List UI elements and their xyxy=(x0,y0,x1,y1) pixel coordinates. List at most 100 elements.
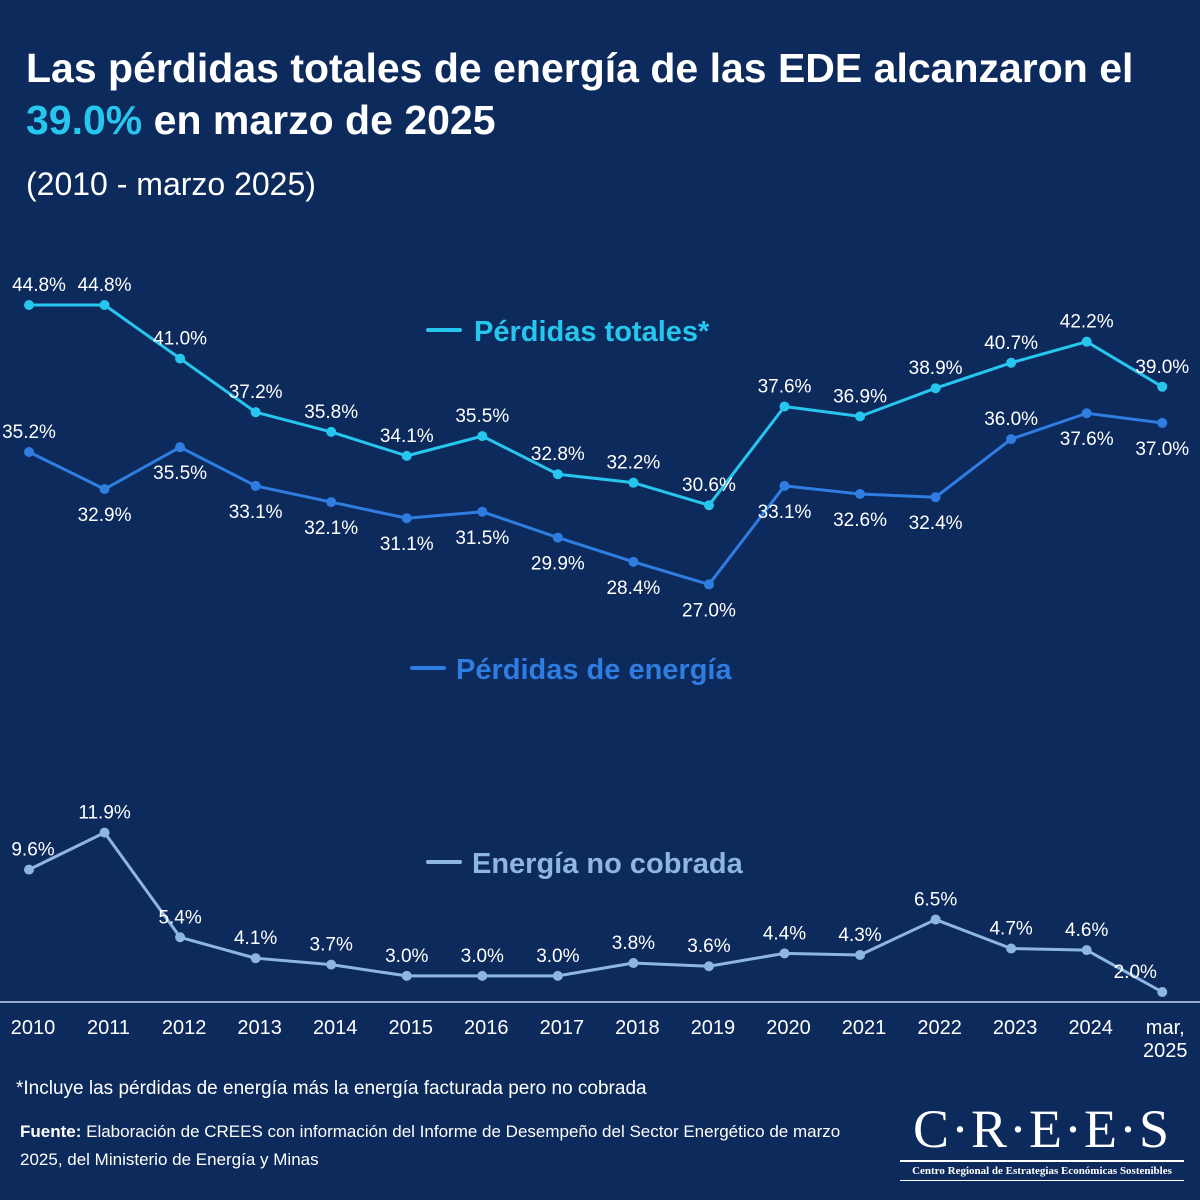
perdidas-energia-value-label: 33.1% xyxy=(229,502,283,523)
perdidas-totales-point xyxy=(24,300,34,310)
energia-no-cobrada-point xyxy=(1157,987,1168,997)
x-tick-label: 2012 xyxy=(162,1017,207,1039)
perdidas-energia-value-label: 32.9% xyxy=(78,505,132,526)
perdidas-energia-value-label: 32.1% xyxy=(304,518,358,539)
perdidas-energia-point xyxy=(628,556,639,567)
perdidas-energia-point xyxy=(1157,417,1168,428)
energia-no-cobrada-point xyxy=(477,970,488,981)
logo-wordmark: C·R·E·E·S xyxy=(913,1099,1171,1159)
perdidas-totales-value-label: 41.0% xyxy=(153,329,207,350)
perdidas-energia-point xyxy=(930,492,941,503)
perdidas-energia-value-label: 37.6% xyxy=(1060,429,1114,450)
perdidas-energia-point xyxy=(1006,434,1017,445)
perdidas-totales-legend-label: Pérdidas totales* xyxy=(474,316,710,348)
energia-no-cobrada-value-label: 3.0% xyxy=(536,946,579,967)
perdidas-totales-value-label: 38.9% xyxy=(909,358,963,379)
perdidas-energia-point xyxy=(250,480,261,491)
x-tick-label: 2019 xyxy=(691,1017,736,1039)
energia-no-cobrada-value-label: 11.9% xyxy=(78,803,131,824)
perdidas-totales-value-label: 36.9% xyxy=(833,386,887,407)
energia-no-cobrada-point xyxy=(1006,943,1017,954)
perdidas-totales-point xyxy=(99,300,110,310)
energia-no-cobrada-value-label: 4.4% xyxy=(763,923,806,944)
x-tick-label: 2023 xyxy=(993,1017,1038,1039)
perdidas-totales-point xyxy=(930,383,941,394)
energia-no-cobrada-value-label: 6.5% xyxy=(914,890,957,911)
perdidas-energia-point xyxy=(401,513,412,524)
energia-no-cobrada-value-label: 4.7% xyxy=(989,919,1032,940)
perdidas-totales-value-label: 40.7% xyxy=(984,333,1038,354)
x-tick-label: 2010 xyxy=(11,1017,56,1039)
x-tick-label: 2013 xyxy=(237,1017,282,1039)
perdidas-energia-line xyxy=(28,411,1163,586)
perdidas-totales-point xyxy=(855,411,866,422)
energia-no-cobrada-value-label: 4.1% xyxy=(234,928,277,949)
x-tick-label: 2016 xyxy=(464,1017,509,1039)
title-text-end: en marzo de 2025 xyxy=(142,97,496,143)
logo-divider xyxy=(900,1160,1184,1162)
perdidas-energia-value-label: 35.5% xyxy=(153,463,207,484)
perdidas-energia-value-label: 32.4% xyxy=(909,513,963,534)
perdidas-energia-value-label: 28.4% xyxy=(606,578,660,599)
energia-no-cobrada-value-label: 3.0% xyxy=(461,946,504,967)
perdidas-totales-point xyxy=(401,450,412,461)
x-tick-label: 2025 xyxy=(1143,1040,1188,1062)
energia-no-cobrada-value-label: 4.6% xyxy=(1065,920,1108,941)
energia-no-cobrada-point xyxy=(401,970,412,981)
perdidas-energia-point xyxy=(703,579,714,590)
perdidas-totales-value-label: 32.8% xyxy=(531,444,585,465)
perdidas-energia-point xyxy=(1081,408,1092,419)
perdidas-energia-value-label: 27.0% xyxy=(682,600,736,621)
perdidas-energia-value-label: 33.1% xyxy=(758,502,812,523)
perdidas-totales-point xyxy=(326,426,337,437)
perdidas-totales-line xyxy=(29,303,1164,507)
logo-divider-bottom xyxy=(900,1180,1184,1181)
perdidas-energia-point xyxy=(552,532,563,543)
x-tick-label: 2017 xyxy=(540,1017,585,1039)
perdidas-totales-point xyxy=(703,500,714,511)
energia-no-cobrada-line xyxy=(28,831,1163,994)
energia-no-cobrada-point xyxy=(326,959,337,970)
perdidas-totales-value-label: 37.6% xyxy=(758,377,812,398)
title-highlight: 39.0% xyxy=(26,97,143,143)
energia-no-cobrada-value-label: 2.0% xyxy=(1114,962,1157,983)
chart-title: Las pérdidas totales de energía de las E… xyxy=(26,42,1186,146)
perdidas-totales-value-label: 42.2% xyxy=(1060,312,1114,333)
perdidas-totales-value-label: 30.6% xyxy=(682,475,736,496)
perdidas-energia-point xyxy=(855,488,866,499)
crees-logo: C·R·E·E·S Centro Regional de Estrategias… xyxy=(900,1098,1184,1184)
perdidas-totales-point xyxy=(1081,336,1092,347)
perdidas-totales-point xyxy=(552,469,563,480)
energia-no-cobrada-value-label: 9.6% xyxy=(11,840,54,861)
energia-no-cobrada-value-label: 3.7% xyxy=(310,935,353,956)
x-tick-label: 2021 xyxy=(842,1017,887,1039)
perdidas-totales-value-label: 39.0% xyxy=(1135,357,1189,378)
energia-no-cobrada-point xyxy=(250,953,261,964)
perdidas-totales-value-label: 35.5% xyxy=(455,406,509,427)
footnote: *Incluye las pérdidas de energía más la … xyxy=(16,1078,647,1099)
energia-no-cobrada-legend-label: Energía no cobrada xyxy=(472,848,744,880)
perdidas-totales-point xyxy=(628,477,639,488)
energia-no-cobrada-value-label: 5.4% xyxy=(158,907,201,928)
perdidas-energia-point xyxy=(779,480,790,491)
perdidas-energia-value-label: 29.9% xyxy=(531,554,585,575)
energia-no-cobrada-value-label: 3.0% xyxy=(385,946,428,967)
perdidas-energia-value-label: 35.2% xyxy=(2,422,56,443)
perdidas-energia-value-label: 31.1% xyxy=(380,534,434,555)
energia-no-cobrada-point xyxy=(1081,945,1092,956)
energia-no-cobrada-point xyxy=(552,970,563,981)
energia-no-cobrada-value-label: 3.6% xyxy=(687,936,730,957)
x-tick-label: mar, xyxy=(1146,1017,1185,1039)
x-tick-label: 2011 xyxy=(87,1017,130,1039)
perdidas-totales-point xyxy=(1006,357,1017,368)
energia-no-cobrada-point xyxy=(703,961,714,972)
x-tick-label: 2014 xyxy=(313,1017,358,1039)
perdidas-energia-value-label: 31.5% xyxy=(455,528,509,549)
perdidas-totales-value-label: 32.2% xyxy=(606,453,660,474)
perdidas-energia-point xyxy=(477,506,488,517)
perdidas-totales-point xyxy=(175,353,186,364)
source-note: Fuente: Elaboración de CREES con informa… xyxy=(20,1118,880,1174)
logo-tagline: Centro Regional de Estrategias Económica… xyxy=(912,1165,1172,1177)
energia-no-cobrada-point xyxy=(930,914,941,925)
perdidas-totales-value-label: 44.8% xyxy=(12,275,66,296)
